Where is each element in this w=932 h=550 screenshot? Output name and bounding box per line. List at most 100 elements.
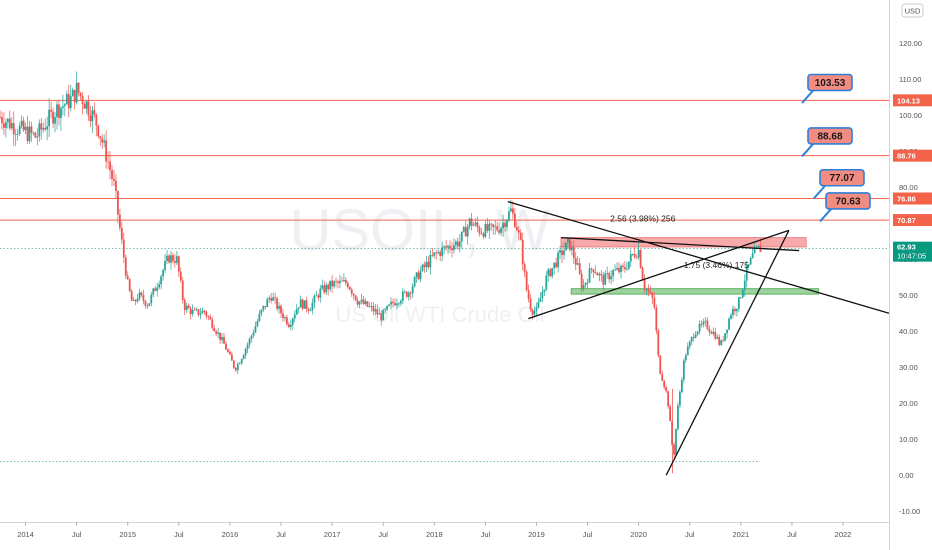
candle-body: [580, 273, 583, 289]
candle-body: [401, 291, 404, 301]
candle-body: [113, 178, 115, 181]
candle-body: [451, 248, 453, 251]
time-tick-label: 2019: [528, 530, 545, 539]
candle-body: [568, 238, 571, 251]
candle-body: [18, 125, 21, 134]
candle-body: [1, 117, 3, 124]
trendline: [507, 200, 890, 314]
candle-body: [160, 276, 163, 285]
candle-body: [30, 126, 33, 133]
candle-body: [101, 138, 104, 143]
candle-body: [502, 222, 504, 229]
time-tick-label: 2018: [426, 530, 443, 539]
candle-body: [747, 264, 750, 267]
candle-body: [698, 323, 701, 332]
candle-body: [396, 303, 398, 306]
candle-body: [276, 298, 278, 309]
callout-text: 70.63: [835, 196, 860, 207]
candle-body: [749, 257, 752, 265]
candle-body: [702, 321, 705, 325]
candle-body: [680, 379, 683, 393]
price-tick-label: 80.00: [899, 183, 918, 192]
candle-body: [454, 241, 457, 246]
candle-body: [329, 280, 332, 290]
candle-body: [643, 279, 646, 290]
candle-body: [694, 334, 697, 338]
candle-body: [258, 313, 261, 321]
candle-body: [474, 222, 477, 225]
candle-body: [65, 94, 68, 105]
candle-body: [722, 340, 725, 342]
candle-body: [323, 285, 326, 293]
candle-body: [230, 354, 233, 361]
candle-body: [484, 224, 487, 237]
candle-body: [688, 341, 691, 347]
time-tick-label: Jul: [481, 530, 491, 539]
candle-body: [574, 258, 577, 265]
candle-body: [679, 392, 681, 406]
currency-label: USD: [905, 7, 921, 16]
candle-body: [221, 337, 223, 340]
price-tick-label: 0.00: [899, 471, 914, 480]
candle-body: [482, 233, 485, 237]
candle-body: [168, 255, 170, 263]
callout-box: [807, 73, 853, 92]
support-zone: [570, 288, 819, 295]
candle-body: [392, 301, 394, 304]
price-tick-label: 10.00: [899, 435, 918, 444]
candle-body: [445, 246, 447, 248]
candle-body: [185, 305, 188, 311]
candle-body: [582, 284, 585, 289]
watermark-symbol: USOIL, W: [289, 198, 550, 263]
candle-body: [730, 314, 732, 319]
price-tick-label: -10.00: [899, 507, 920, 516]
candle-body: [140, 292, 143, 296]
candle-body: [506, 220, 508, 227]
candle-body: [504, 222, 506, 227]
candle-body: [384, 309, 387, 311]
candle-body: [34, 132, 37, 138]
candle-body: [686, 346, 689, 356]
candle-body: [712, 331, 715, 334]
candle-body: [232, 360, 235, 368]
candle-body: [409, 292, 412, 294]
candle-body: [425, 261, 428, 268]
candle-body: [77, 82, 80, 93]
candle-body: [376, 309, 379, 315]
candle-body: [513, 213, 516, 228]
candle-body: [75, 82, 78, 103]
time-tick-label: Jul: [583, 530, 593, 539]
candle-body: [234, 367, 237, 371]
candle-body: [692, 337, 695, 338]
candle-body: [510, 208, 512, 212]
candle-body: [24, 126, 27, 131]
price-tick-label: 20.00: [899, 399, 918, 408]
candle-body: [236, 363, 239, 371]
candle-body: [364, 301, 367, 305]
level-price-badge: [893, 94, 932, 107]
candle-body: [736, 308, 738, 312]
candle-body: [280, 305, 282, 314]
candle-body: [753, 248, 756, 254]
candle-body: [394, 303, 396, 306]
candle-body: [246, 344, 249, 349]
candle-body: [148, 303, 151, 306]
candle-body: [223, 337, 225, 344]
time-tick-label: 2014: [17, 530, 34, 539]
candle-body: [207, 316, 210, 318]
candle-body: [523, 264, 526, 272]
current-price-badge: 62.93 10:47:05: [893, 241, 932, 262]
time-axis: 2014 Jul 2015 Jul 2016 Jul 2017 Jul 2018 Jul 2019 J…: [0, 522, 889, 539]
candle-body: [620, 265, 622, 273]
candle-body: [488, 223, 491, 231]
currency-badge[interactable]: USD: [901, 3, 924, 18]
candle-body: [28, 126, 31, 141]
candle-body: [69, 96, 72, 109]
candle-body: [651, 292, 654, 299]
candle-body: [419, 270, 422, 280]
candle-body: [696, 331, 699, 335]
candle-body: [724, 333, 727, 341]
level-price-badge: [893, 214, 932, 227]
candle-body: [690, 337, 693, 342]
